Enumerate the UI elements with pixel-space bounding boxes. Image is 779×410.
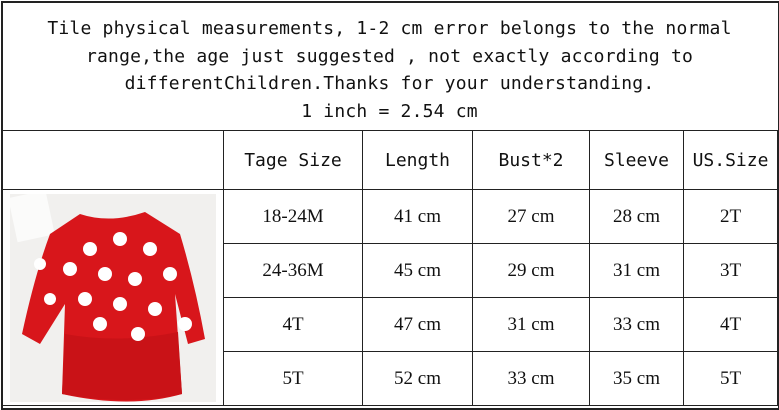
cell-us-size: 5T <box>683 351 778 406</box>
product-image-cell <box>1 189 224 406</box>
cell-sleeve: 31 cm <box>589 243 684 298</box>
header-tage-size: Tage Size <box>223 130 363 190</box>
cell-tage-size: 24-36M <box>223 243 363 298</box>
dress-image <box>9 193 216 402</box>
header-length: Length <box>362 130 473 190</box>
cell-us-size: 4T <box>683 297 778 352</box>
note-line: 1 inch = 2.54 cm <box>301 100 478 122</box>
header-sleeve: Sleeve <box>589 130 684 190</box>
cell-sleeve: 28 cm <box>589 189 684 244</box>
cell-length: 47 cm <box>362 297 473 352</box>
header-us-size: US.Size <box>683 130 778 190</box>
table-row: 24-36M 45 cm 29 cm 31 cm 3T <box>2 243 778 298</box>
size-table: Tage Size Length Bust*2 Sleeve US.Size 1… <box>1 130 778 406</box>
cell-bust: 27 cm <box>472 189 590 244</box>
cell-us-size: 3T <box>683 243 778 298</box>
cell-length: 52 cm <box>362 351 473 406</box>
cell-sleeve: 35 cm <box>589 351 684 406</box>
note-line: Tile physical measurements, 1-2 cm error… <box>47 18 732 39</box>
table-row: 18-24M 41 cm 27 cm 28 cm 2T <box>1 189 778 406</box>
note-line: range,the age just suggested , not exact… <box>85 45 694 67</box>
cell-tage-size: 4T <box>223 297 363 352</box>
cell-sleeve: 33 cm <box>589 297 684 352</box>
header-bust: Bust*2 <box>472 130 590 190</box>
cell-us-size: 2T <box>683 189 778 244</box>
cell-length: 45 cm <box>362 243 473 298</box>
cell-bust: 33 cm <box>472 351 590 406</box>
cell-bust: 29 cm <box>472 243 590 298</box>
cell-bust: 31 cm <box>472 297 590 352</box>
measurement-note: Tile physical measurements, 1-2 cm error… <box>3 3 776 130</box>
header-row: Tage Size Length Bust*2 Sleeve US.Size <box>1 130 778 190</box>
empty-header-cell <box>1 130 224 190</box>
cell-tage-size: 18-24M <box>223 189 363 244</box>
table-row: 5T 52 cm 33 cm 35 cm 5T <box>2 351 778 406</box>
cell-tage-size: 5T <box>223 351 363 406</box>
table-row: 4T 47 cm 31 cm 33 cm 4T <box>2 297 778 352</box>
cell-length: 41 cm <box>362 189 473 244</box>
note-line: differentChildren.Thanks for your unders… <box>124 73 655 94</box>
